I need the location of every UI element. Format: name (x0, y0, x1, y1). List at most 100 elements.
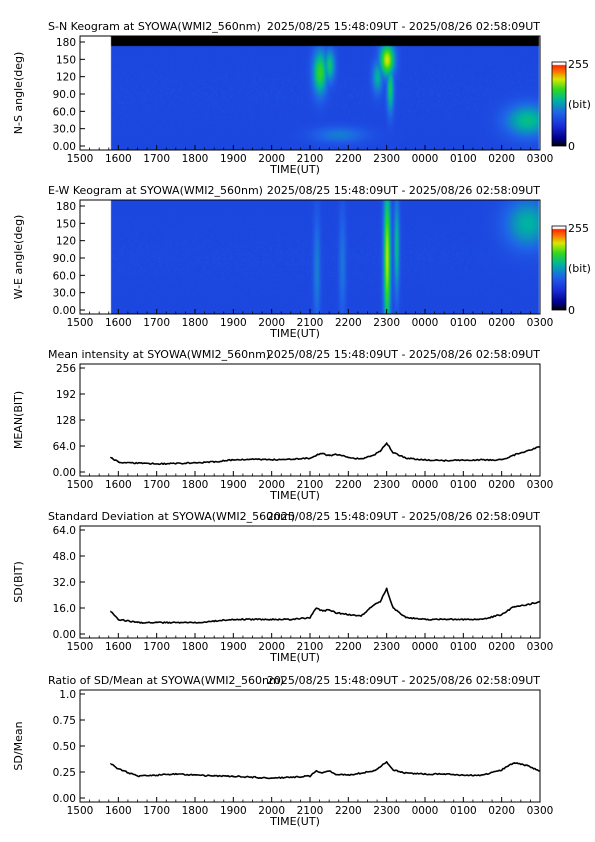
x-tick-label: 1700 (143, 153, 170, 165)
data-point (117, 768, 119, 770)
data-point (271, 459, 273, 461)
x-axis-label: TIME(UT) (269, 651, 320, 664)
x-tick-label: 2100 (297, 641, 324, 653)
x-tick-label: 0300 (527, 641, 554, 653)
x-tick-label: 0300 (527, 805, 554, 817)
chart-title: Standard Deviation at SYOWA(WMI2_560nm) (48, 510, 295, 523)
chart-title: S-N Keogram at SYOWA(WMI2_560nm) (48, 20, 261, 33)
series-line (110, 442, 541, 466)
colorbar-min-label: 0 (568, 304, 575, 317)
y-tick-label: 0.00 (53, 141, 76, 153)
time-range: 2025/08/25 15:48:09UT - 2025/08/26 02:58… (267, 674, 540, 687)
series-line (110, 761, 541, 780)
x-tick-label: 2100 (297, 153, 324, 165)
x-tick-label: 0200 (488, 153, 515, 165)
data-point (213, 620, 215, 622)
data-point (232, 618, 234, 620)
x-tick-label: 1600 (105, 479, 132, 491)
data-point (539, 446, 541, 448)
x-tick-label: 0300 (527, 479, 554, 491)
data-point (251, 458, 254, 460)
x-tick-label: 1800 (182, 153, 209, 165)
data-point (462, 459, 464, 461)
x-tick-label: 2300 (373, 805, 400, 817)
y-tick-label: 180 (56, 201, 76, 213)
x-tick-label: 0200 (488, 479, 515, 491)
data-point (347, 613, 349, 616)
x-tick-label: 2100 (297, 805, 324, 817)
x-tick-label: 0000 (412, 805, 439, 817)
y-tick-label: 0.25 (53, 767, 76, 779)
data-point (232, 459, 234, 461)
data-point (513, 454, 516, 456)
data-point (347, 774, 349, 776)
x-tick-label: 0100 (450, 317, 477, 329)
data-point (136, 775, 139, 777)
y-tick-label: 256 (56, 363, 76, 375)
data-point (156, 463, 158, 465)
data-point (526, 450, 528, 452)
y-tick-label: 30.0 (53, 124, 76, 136)
data-point (373, 604, 375, 606)
data-point (290, 776, 292, 778)
x-tick-label: 1900 (220, 479, 247, 491)
data-point (251, 776, 254, 778)
data-point (501, 613, 503, 616)
x-tick-label: 0200 (488, 641, 515, 653)
data-point (392, 607, 394, 609)
colorbar-min-label: 0 (568, 140, 575, 153)
x-tick-label: 0100 (450, 641, 477, 653)
data-point (156, 774, 158, 776)
x-tick-label: 1900 (220, 641, 247, 653)
data-point (309, 457, 311, 459)
y-tick-label: 64.0 (53, 441, 76, 453)
y-tick-label: 90.0 (53, 89, 76, 101)
x-tick-label: 1600 (105, 805, 132, 817)
x-tick-label: 1500 (67, 641, 94, 653)
data-point (443, 460, 445, 462)
data-point (360, 772, 362, 774)
data-point (328, 455, 330, 457)
data-point (156, 622, 158, 624)
data-point (462, 618, 464, 620)
y-tick-label: 60.0 (53, 270, 76, 282)
data-point (424, 459, 426, 461)
y-tick-label: 1.0 (59, 689, 76, 701)
data-point (232, 775, 234, 777)
data-point (481, 774, 484, 776)
data-point (271, 618, 273, 620)
y-tick-label: 30.0 (53, 288, 76, 300)
x-tick-label: 0100 (450, 479, 477, 491)
data-point (539, 770, 541, 772)
data-point (175, 462, 177, 465)
x-axis-label: TIME(UT) (269, 815, 320, 828)
x-tick-label: 1700 (143, 641, 170, 653)
data-point (334, 612, 337, 614)
x-tick-label: 1800 (182, 317, 209, 329)
data-point (110, 763, 112, 765)
x-tick-label: 1800 (182, 479, 209, 491)
x-tick-label: 2300 (373, 153, 400, 165)
data-point (424, 773, 426, 775)
y-tick-label: 90.0 (53, 253, 76, 265)
data-point (315, 770, 317, 772)
data-point (379, 766, 381, 768)
x-tick-label: 2000 (258, 805, 285, 817)
data-point (309, 775, 311, 777)
x-tick-label: 2300 (373, 641, 400, 653)
data-point (462, 774, 464, 776)
x-tick-label: 0200 (488, 805, 515, 817)
data-point (513, 605, 516, 607)
x-axis-label: TIME(UT) (269, 163, 320, 176)
data-point (328, 770, 330, 772)
data-point (424, 618, 426, 620)
x-tick-label: 2200 (335, 479, 362, 491)
x-tick-label: 0000 (412, 153, 439, 165)
x-tick-label: 1700 (143, 479, 170, 491)
y-tick-label: 0.00 (53, 305, 76, 317)
y-tick-label: 150 (56, 218, 76, 230)
data-point (322, 610, 324, 612)
data-point (347, 456, 349, 458)
data-point (360, 458, 362, 460)
